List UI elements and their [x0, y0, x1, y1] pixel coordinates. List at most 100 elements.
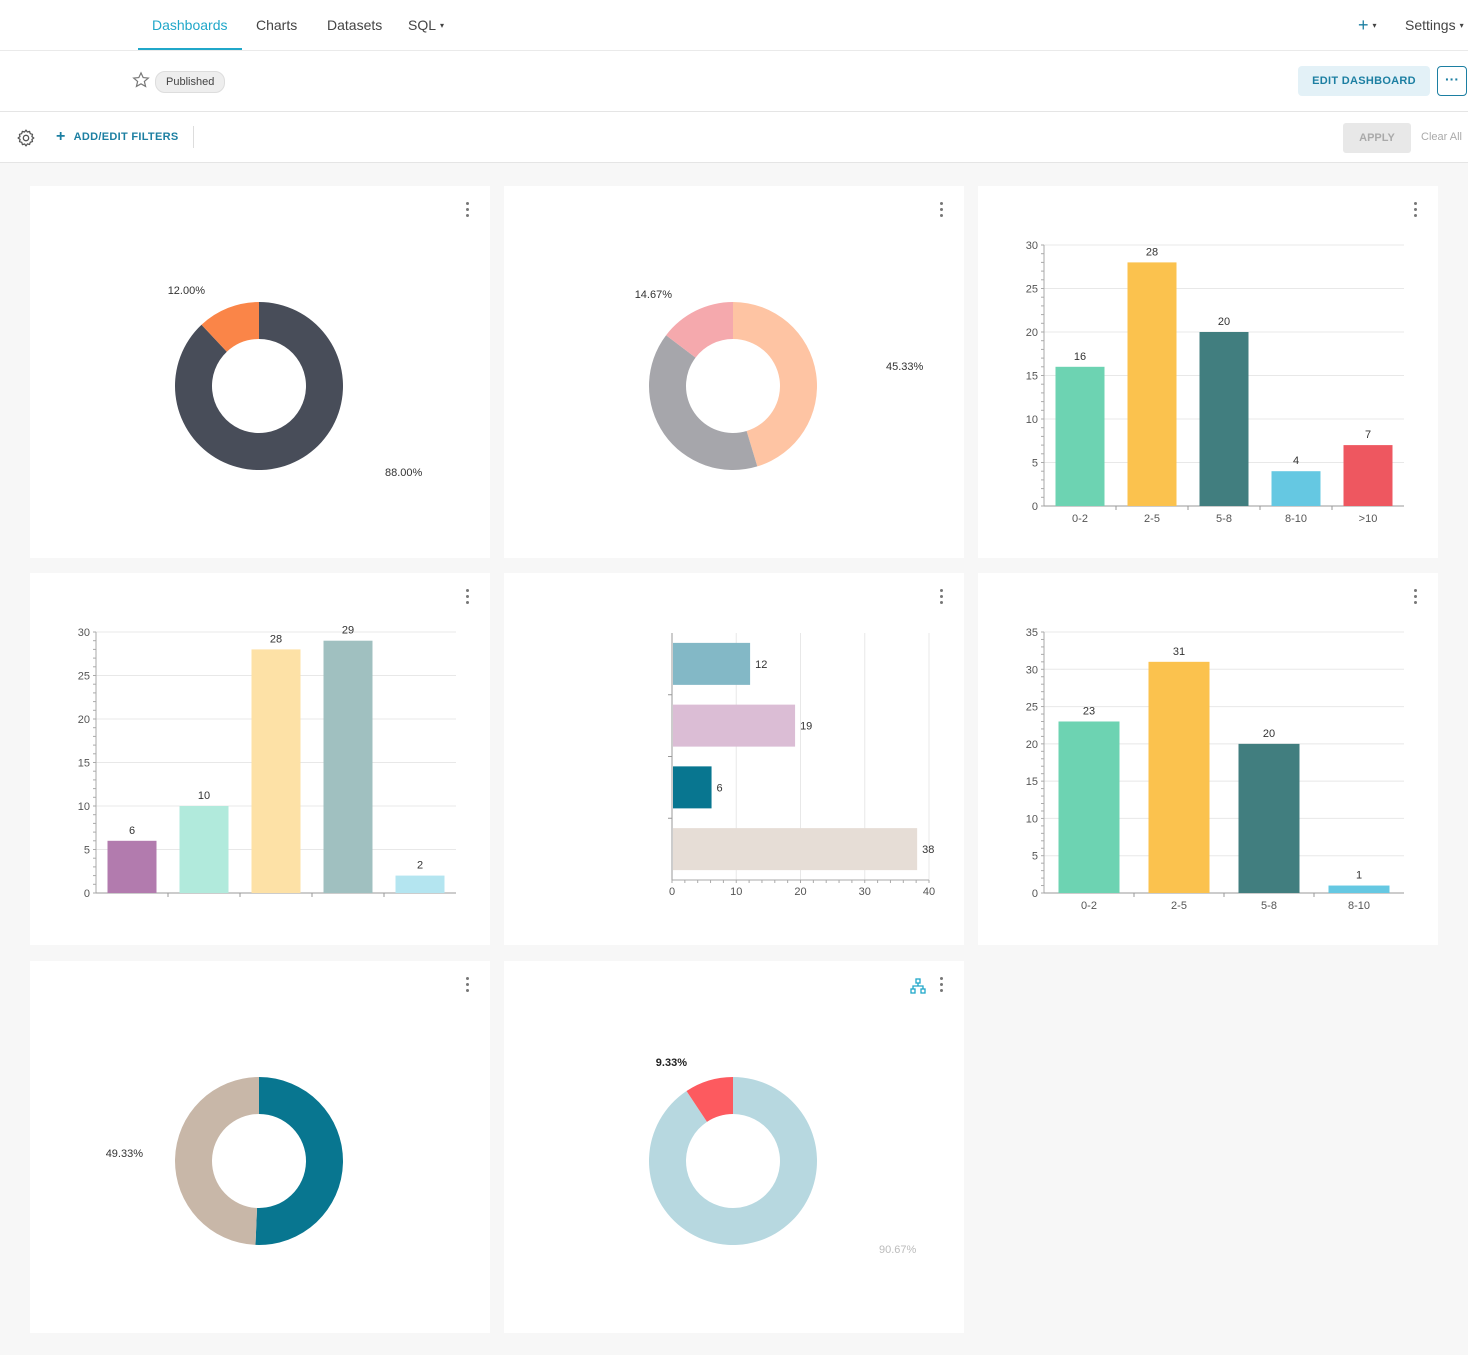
- x-tick-label: 5-8: [1216, 513, 1232, 525]
- nav-charts[interactable]: Charts: [256, 0, 297, 50]
- pie-slice: [175, 1077, 259, 1245]
- top-navbar: Dashboards Charts Datasets SQL ▾ + ▾ Setti…: [0, 0, 1468, 51]
- bar: [1343, 445, 1393, 506]
- bar: [673, 704, 796, 747]
- chevron-down-icon: ▾: [1459, 21, 1464, 31]
- y-tick-label: 0: [84, 888, 90, 900]
- chart-card-3: 0 5 10 15 20 25 30 16 0-2 28 2-5 20 5-8 4 8-10 7 >10: [978, 186, 1438, 558]
- nav-sql-menu[interactable]: SQL ▾: [408, 0, 444, 50]
- x-tick-label: 0: [669, 886, 675, 898]
- new-item-menu[interactable]: + ▾: [1358, 0, 1377, 50]
- y-tick-label: 20: [1026, 327, 1038, 339]
- y-tick-label: 15: [1026, 371, 1038, 383]
- kebab-menu-icon[interactable]: [464, 589, 470, 607]
- y-tick-label: 0: [1032, 888, 1038, 900]
- filter-bar: + ADD/EDIT FILTERS APPLY Clear All: [0, 112, 1468, 163]
- bar-value-label: 23: [1083, 705, 1095, 717]
- pie-slice-label: 90.67%: [879, 1244, 917, 1256]
- chart-card-6: 0 5 10 15 20 25 30 35 23 0-2 31 2-5 20 5-8 1 8-10: [978, 573, 1438, 945]
- x-tick-label: 40: [923, 886, 935, 898]
- chart-card-5: 0 10 20 30 40 12 19 6 38: [504, 573, 964, 945]
- bar-value-label: 38: [922, 844, 934, 856]
- pie-slice-label: 9.33%: [656, 1057, 687, 1069]
- bar: [1127, 262, 1177, 506]
- nav-datasets-label: Datasets: [327, 17, 383, 33]
- donut-chart-1: 88.00% 12.00%: [168, 285, 423, 479]
- settings-menu[interactable]: Settings ▾: [1405, 0, 1464, 50]
- settings-label: Settings: [1405, 17, 1456, 33]
- bar-value-label: 6: [129, 825, 135, 837]
- pie-slice-label: 45.33%: [886, 361, 924, 373]
- bar-value-label: 28: [270, 633, 282, 645]
- pie-slice-label: 49.33%: [106, 1148, 144, 1160]
- y-tick-label: 15: [78, 758, 90, 770]
- plus-icon: +: [1358, 15, 1369, 35]
- y-tick-label: 10: [1026, 813, 1038, 825]
- bar-value-label: 19: [800, 721, 812, 733]
- pie-slice: [649, 335, 758, 470]
- bar-value-label: 6: [717, 782, 723, 794]
- horizontal-bar-chart: 0 10 20 30 40 12 19 6 38: [668, 633, 935, 898]
- bar: [395, 875, 445, 893]
- nav-charts-label: Charts: [256, 17, 298, 33]
- donut-chart-4: 90.67% 9.33%: [649, 1057, 917, 1256]
- bar-value-label: 29: [342, 625, 354, 637]
- star-icon[interactable]: [132, 71, 150, 89]
- y-tick-label: 20: [1026, 739, 1038, 751]
- kebab-menu-icon[interactable]: [938, 202, 944, 220]
- add-edit-filters-label: ADD/EDIT FILTERS: [73, 131, 179, 143]
- kebab-menu-icon[interactable]: [1412, 589, 1418, 607]
- kebab-menu-icon[interactable]: [1412, 202, 1418, 220]
- nav-dashboards-label: Dashboards: [152, 17, 228, 33]
- bar-value-label: 20: [1218, 316, 1230, 328]
- add-edit-filters-button[interactable]: + ADD/EDIT FILTERS: [56, 112, 178, 162]
- pie-slice-label: 14.67%: [635, 289, 673, 301]
- chevron-down-icon: ▾: [440, 21, 445, 31]
- plus-icon: +: [56, 128, 66, 145]
- pie-slice: [686, 1077, 733, 1122]
- divider: [193, 126, 194, 148]
- gear-icon[interactable]: [16, 128, 36, 148]
- chart-card-4: 0 5 10 15 20 25 30 6 10 28 29 2: [30, 573, 490, 945]
- bar: [107, 840, 157, 893]
- y-tick-label: 5: [1032, 851, 1038, 863]
- clear-all-button[interactable]: Clear All: [1421, 131, 1462, 143]
- pie-slice: [201, 302, 259, 352]
- chart-card-7: 49.33%: [30, 961, 490, 1333]
- bar-chart-1: 0 5 10 15 20 25 30 16 0-2 28 2-5 20 5-8 4 8-10 7 >10: [1026, 240, 1404, 525]
- bar: [1058, 721, 1120, 893]
- bar: [1238, 743, 1300, 893]
- donut-chart-2: 45.33% 14.67%: [635, 289, 924, 470]
- dashboard-header: Published EDIT DASHBOARD ···: [0, 51, 1468, 112]
- hierarchy-icon[interactable]: [910, 978, 926, 994]
- x-tick-label: 8-10: [1285, 513, 1307, 525]
- chevron-down-icon: ▾: [1372, 21, 1377, 31]
- bar: [1199, 332, 1249, 506]
- published-badge[interactable]: Published: [155, 71, 226, 93]
- bar-chart-2: 0 5 10 15 20 25 30 6 10 28 29 2: [78, 625, 456, 900]
- kebab-menu-icon[interactable]: [938, 589, 944, 607]
- bar-value-label: 28: [1146, 246, 1158, 258]
- kebab-menu-icon[interactable]: [464, 202, 470, 220]
- edit-dashboard-button[interactable]: EDIT DASHBOARD: [1298, 66, 1430, 96]
- kebab-menu-icon[interactable]: [464, 977, 470, 995]
- y-tick-label: 35: [1026, 627, 1038, 639]
- y-tick-label: 30: [1026, 240, 1038, 252]
- ellipsis-icon: ···: [1445, 71, 1459, 87]
- nav-datasets[interactable]: Datasets: [327, 0, 382, 50]
- bar-value-label: 10: [198, 790, 210, 802]
- nav-dashboards[interactable]: Dashboards: [138, 0, 242, 50]
- y-tick-label: 10: [1026, 414, 1038, 426]
- kebab-menu-icon[interactable]: [938, 977, 944, 995]
- x-tick-label: >10: [1359, 513, 1378, 525]
- pie-slice-label: 88.00%: [385, 467, 423, 479]
- y-tick-label: 15: [1026, 776, 1038, 788]
- bar: [673, 828, 918, 871]
- x-tick-label: 20: [794, 886, 806, 898]
- bar-value-label: 1: [1356, 870, 1362, 882]
- more-options-button[interactable]: ···: [1437, 66, 1467, 96]
- apply-button[interactable]: APPLY: [1343, 123, 1411, 153]
- bar-value-label: 12: [755, 659, 767, 671]
- pie-slice: [666, 302, 733, 358]
- bar-value-label: 7: [1365, 429, 1371, 441]
